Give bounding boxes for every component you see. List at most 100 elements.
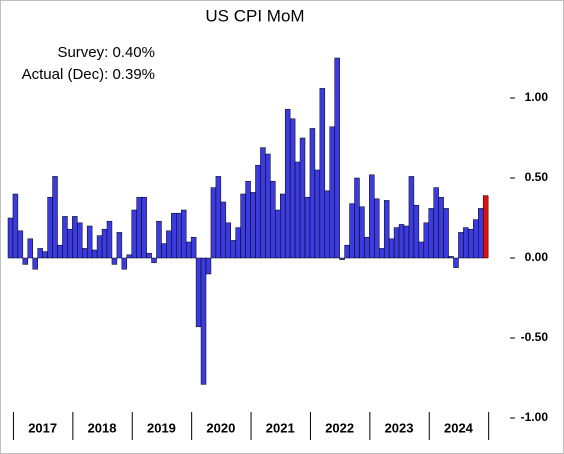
- bar: [195, 257, 202, 328]
- bar: [17, 230, 24, 259]
- bar: [379, 248, 385, 259]
- bar: [260, 147, 266, 259]
- bar: [42, 251, 48, 259]
- bar: [383, 200, 390, 259]
- bar: [91, 249, 98, 259]
- bar: [299, 137, 306, 259]
- bar: [280, 193, 286, 259]
- bar: [275, 209, 281, 259]
- bar: [438, 196, 444, 259]
- bar: [304, 196, 311, 259]
- bar: [270, 180, 276, 259]
- x-tick-label: 2018: [88, 420, 117, 435]
- bar: [448, 256, 454, 259]
- bar: [185, 241, 192, 259]
- bar: [62, 216, 68, 259]
- bar: [314, 169, 321, 259]
- bar: [433, 187, 439, 259]
- x-tick-label: 2017: [28, 420, 57, 435]
- bar: [349, 203, 355, 259]
- bar: [284, 108, 291, 259]
- x-tick-label: 2024: [444, 420, 474, 435]
- bar: [146, 252, 152, 259]
- bar: [136, 196, 142, 259]
- bar: [67, 228, 73, 259]
- annotation: Survey: 0.40%: [57, 44, 155, 61]
- y-tick-label: -1.00: [521, 410, 549, 424]
- bar: [478, 208, 484, 259]
- bar: [364, 236, 370, 259]
- bar: [289, 118, 296, 259]
- bar: [329, 126, 335, 259]
- bar: [151, 257, 157, 264]
- bar: [265, 153, 271, 259]
- bar: [463, 227, 469, 259]
- y-tick-label: -0.50: [521, 330, 549, 344]
- bar: [126, 254, 133, 259]
- bar: [111, 257, 118, 265]
- bar: [141, 196, 147, 259]
- bar: [37, 248, 43, 259]
- bar: [190, 236, 197, 259]
- x-tick-label: 2019: [147, 420, 176, 435]
- bar: [245, 180, 251, 259]
- bar: [7, 217, 14, 259]
- y-tick-label: 1.00: [525, 90, 549, 104]
- bar: [398, 224, 405, 259]
- bar: [418, 241, 425, 259]
- bar: [482, 195, 489, 259]
- bar: [250, 192, 256, 259]
- bar: [200, 257, 207, 385]
- bar: [171, 212, 177, 259]
- bar: [176, 212, 182, 259]
- annotation: Actual (Dec): 0.39%: [22, 66, 155, 83]
- bar: [413, 204, 420, 259]
- bar: [235, 227, 241, 259]
- bar: [47, 196, 53, 259]
- bar: [408, 176, 415, 259]
- bar: [106, 220, 113, 259]
- bar: [32, 257, 38, 270]
- bar: [428, 208, 434, 259]
- bar: [388, 238, 395, 259]
- x-tick-label: 2021: [266, 420, 295, 435]
- bar: [57, 244, 63, 259]
- x-tick-label: 2020: [206, 420, 235, 435]
- bar: [453, 257, 459, 268]
- bar: [393, 227, 400, 259]
- bar: [359, 206, 365, 259]
- bar: [354, 177, 360, 259]
- bar: [131, 209, 137, 259]
- bar: [319, 88, 326, 259]
- bar: [473, 219, 479, 259]
- bar: [309, 128, 316, 259]
- bar: [215, 176, 222, 259]
- bar: [116, 232, 123, 259]
- bar: [52, 176, 58, 259]
- bar: [443, 208, 449, 259]
- x-tick-label: 2023: [385, 420, 414, 435]
- bar: [210, 187, 217, 259]
- bar: [423, 222, 429, 259]
- bar: [77, 222, 83, 259]
- bar: [225, 222, 232, 259]
- bar: [205, 257, 212, 275]
- bar: [468, 228, 474, 259]
- y-tick-label: 0.50: [525, 170, 549, 184]
- bar: [230, 240, 236, 259]
- bar: [121, 257, 128, 270]
- bar: [403, 225, 410, 259]
- y-tick-label: 0.00: [525, 250, 549, 264]
- bar: [369, 174, 375, 259]
- bar: [374, 198, 380, 259]
- bar: [334, 57, 340, 259]
- bar: [86, 225, 93, 259]
- chart-title: US CPI MoM: [205, 6, 304, 25]
- bar: [22, 257, 29, 265]
- x-tick-label: 2022: [325, 420, 354, 435]
- bar: [181, 209, 187, 259]
- bar: [294, 161, 301, 259]
- bar: [27, 238, 33, 259]
- bar: [458, 232, 464, 259]
- bar: [220, 201, 227, 259]
